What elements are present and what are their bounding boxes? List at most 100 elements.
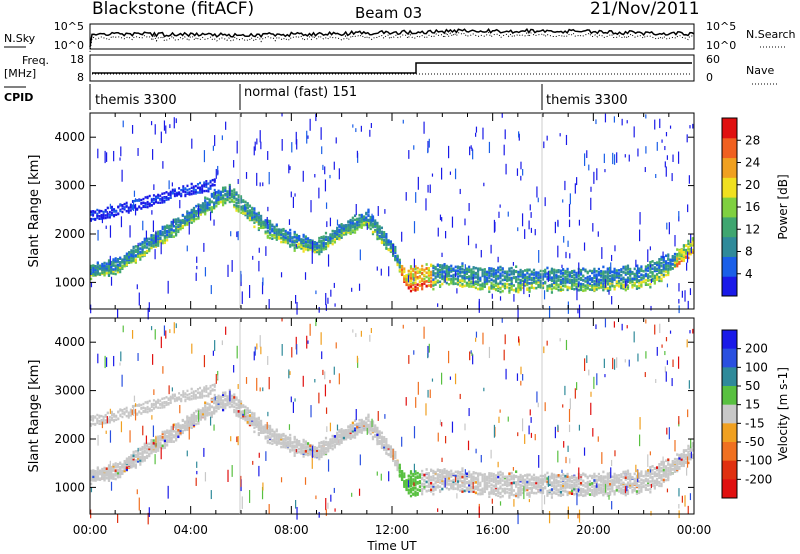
velocity-echo-cell: [215, 406, 218, 410]
power-noise-speck: [444, 230, 447, 239]
power-noise-speck: [686, 134, 688, 143]
power-echo-cell: [517, 284, 520, 287]
power-echo-cell: [145, 239, 149, 243]
power-echo-cell: [582, 289, 585, 292]
power-echo-cell: [526, 287, 529, 290]
power-echo-cell: [271, 228, 274, 231]
power-echo-cell: [557, 285, 560, 289]
power-echo-cell: [481, 273, 484, 276]
power-echo-cell: [662, 275, 665, 278]
power-echo-cell: [640, 285, 643, 288]
power-noise-speck: [427, 148, 429, 154]
power-echo-cell: [217, 189, 220, 193]
power-echo-cell: [593, 284, 596, 287]
velocity-echo-cell: [289, 436, 292, 440]
power-noise-speck: [227, 264, 229, 277]
power-echo-cell: [600, 269, 603, 273]
power-echo-cell: [132, 252, 135, 256]
power-echo-cell: [237, 194, 240, 197]
power-echo-cell: [396, 263, 399, 266]
power-echo-cell: [553, 282, 556, 286]
power-noise-speck: [268, 171, 270, 185]
power-echo-cell: [626, 272, 630, 276]
power-echo-cell: [497, 285, 500, 289]
power-echo-cell: [203, 183, 206, 186]
power-echo-cell: [664, 270, 668, 273]
power-echo-cell: [582, 278, 585, 282]
power-echo-cell: [376, 237, 379, 241]
power-echo-cell: [169, 196, 172, 199]
power-echo-cell: [125, 201, 128, 205]
velocity-echo-cell: [302, 443, 305, 447]
power-echo-cell: [188, 188, 191, 191]
velocity-echo-cell: [132, 462, 135, 466]
power-noise-speck: [240, 270, 242, 282]
power-noise-speck: [557, 245, 559, 258]
power-noise-speck: [147, 307, 149, 320]
power-noise-speck: [265, 246, 267, 256]
velocity-echo-cell: [400, 470, 404, 473]
power-noise-speck: [635, 259, 637, 268]
velocity-echo-cell: [161, 436, 164, 439]
velocity-echo-cell: [409, 482, 413, 485]
power-echo-cell: [131, 200, 134, 203]
velocity-echo-cell: [374, 424, 377, 427]
power-echo-cell: [501, 267, 504, 270]
power-echo-cell: [557, 278, 560, 281]
velocity-echo-cell: [257, 433, 260, 437]
power-echo-cell: [213, 191, 216, 195]
power-echo-cell: [555, 270, 558, 274]
velocity-echo-cell: [112, 477, 115, 480]
power-noise-speck: [281, 139, 283, 151]
power-echo-cell: [664, 273, 668, 277]
velocity-echo-cell: [134, 459, 137, 462]
velocity-echo-cell: [101, 467, 104, 471]
power-echo-cell: [282, 232, 285, 236]
velocity-echo-cell: [213, 399, 216, 403]
power-echo-cell: [244, 207, 247, 211]
power-echo-cell: [412, 267, 415, 271]
power-echo-cell: [566, 270, 569, 274]
power-echo-cell: [463, 268, 466, 272]
power-echo-cell: [175, 227, 178, 231]
power-echo-cell: [515, 278, 518, 282]
velocity-echo-cell: [244, 412, 247, 416]
power-echo-cell: [119, 267, 122, 271]
power-echo-cell: [591, 286, 594, 290]
power-noise-speck: [664, 161, 666, 168]
power-echo-cell: [510, 278, 513, 281]
velocity-echo-cell: [204, 417, 207, 421]
velocity-echo-cell: [336, 436, 339, 439]
power-echo-cell: [356, 223, 359, 227]
power-echo-cell: [92, 268, 95, 271]
power-echo-cell: [165, 197, 168, 201]
power-echo-cell: [383, 239, 386, 242]
velocity-echo-cell: [309, 449, 312, 453]
velocity-echo-cell: [244, 405, 247, 409]
power-echo-cell: [309, 246, 312, 250]
power-echo-cell: [660, 279, 663, 283]
velocity-echo-cell: [421, 482, 424, 486]
power-echo-cell: [508, 286, 511, 290]
velocity-echo-cell: [143, 442, 146, 446]
velocity-echo-cell: [280, 441, 283, 445]
velocity-echo-cell: [190, 421, 193, 424]
power-echo-cell: [588, 269, 592, 273]
power-echo-cell: [579, 286, 583, 289]
power-echo-cell: [351, 221, 354, 225]
power-echo-cell: [246, 213, 249, 216]
power-echo-cell: [369, 221, 372, 225]
power-echo-cell: [251, 208, 254, 211]
power-echo-cell: [461, 267, 464, 271]
power-echo-cell: [477, 287, 480, 291]
velocity-echo-cell: [221, 406, 225, 409]
power-echo-cell: [242, 199, 245, 202]
power-echo-cell: [369, 227, 372, 231]
power-echo-cell: [260, 226, 263, 230]
power-echo-cell: [190, 221, 193, 224]
power-echo-cell: [92, 212, 95, 215]
velocity-echo-cell: [103, 478, 106, 482]
power-echo-cell: [199, 210, 202, 214]
velocity-echo-cell: [280, 437, 283, 441]
